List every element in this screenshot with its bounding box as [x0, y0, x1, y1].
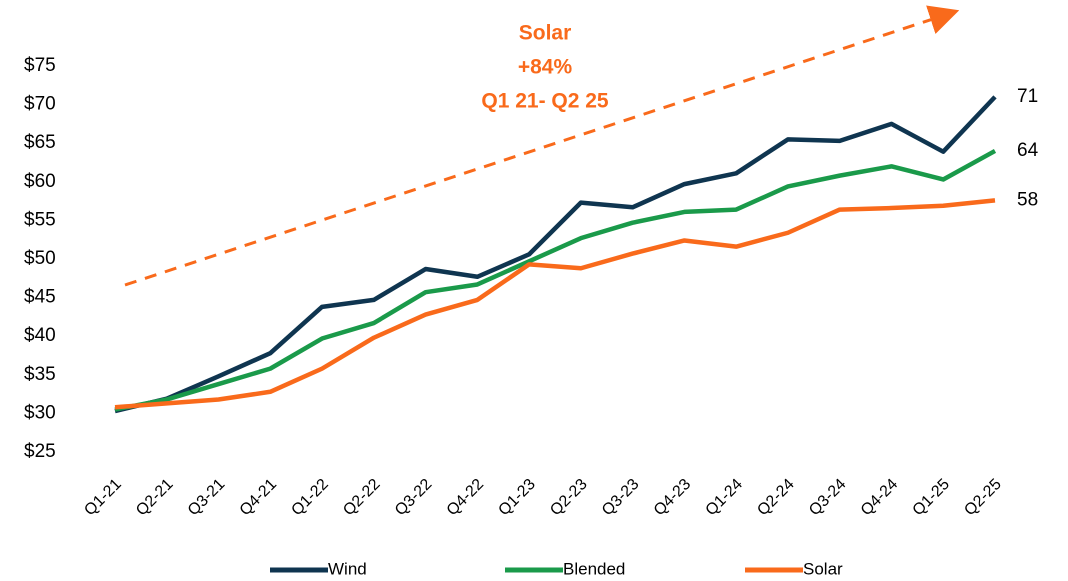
annotation: +84% — [518, 56, 573, 79]
y-tick-label: $75 — [24, 55, 56, 76]
data-label: 58 — [1017, 189, 1038, 210]
data-label: 71 — [1017, 86, 1038, 107]
data-label: 64 — [1017, 140, 1039, 161]
x-tick-label: Q1-23 — [495, 476, 539, 520]
x-tick-label: Q3-23 — [599, 476, 643, 520]
trend-arrow — [124, 5, 960, 287]
x-tick-label: Q2-22 — [340, 476, 384, 520]
y-tick-label: $55 — [24, 209, 56, 230]
x-tick-label: Q2-24 — [754, 476, 798, 520]
x-tick-label: Q4-22 — [444, 476, 488, 520]
series-line — [114, 148, 997, 412]
annotation: Q1 21- Q2 25 — [481, 90, 609, 113]
x-tick-label: Q3-21 — [185, 476, 229, 520]
y-tick-label: $70 — [24, 94, 56, 115]
x-tick-label: Q4-23 — [651, 476, 695, 520]
legend-label: Solar — [803, 559, 843, 578]
series-line — [114, 95, 997, 414]
x-tick-label: Q1-24 — [703, 476, 747, 520]
x-tick-label: Q1-25 — [910, 476, 954, 520]
x-tick-label: Q2-25 — [961, 476, 1005, 520]
y-tick-label: $50 — [24, 248, 56, 269]
x-tick-label: Q1-22 — [288, 476, 332, 520]
annotation: Solar — [519, 22, 572, 45]
y-tick-label: $25 — [24, 441, 56, 462]
x-tick-label: Q2-21 — [133, 476, 177, 520]
y-tick-label: $45 — [24, 287, 56, 308]
x-tick-label: Q3-22 — [392, 476, 436, 520]
y-tick-label: $30 — [24, 402, 56, 423]
y-tick-label: $40 — [24, 325, 56, 346]
legend-label: Blended — [563, 559, 625, 578]
series-line — [114, 198, 996, 410]
y-tick-label: $65 — [24, 132, 56, 153]
y-tick-label: $35 — [24, 364, 56, 385]
y-tick-label: $60 — [24, 171, 56, 192]
x-tick-label: Q1-21 — [81, 476, 125, 520]
legend-label: Wind — [328, 559, 367, 578]
x-tick-label: Q4-21 — [237, 476, 281, 520]
x-tick-label: Q3-24 — [806, 476, 850, 520]
x-tick-label: Q4-24 — [858, 476, 902, 520]
x-tick-label: Q2-23 — [547, 476, 591, 520]
